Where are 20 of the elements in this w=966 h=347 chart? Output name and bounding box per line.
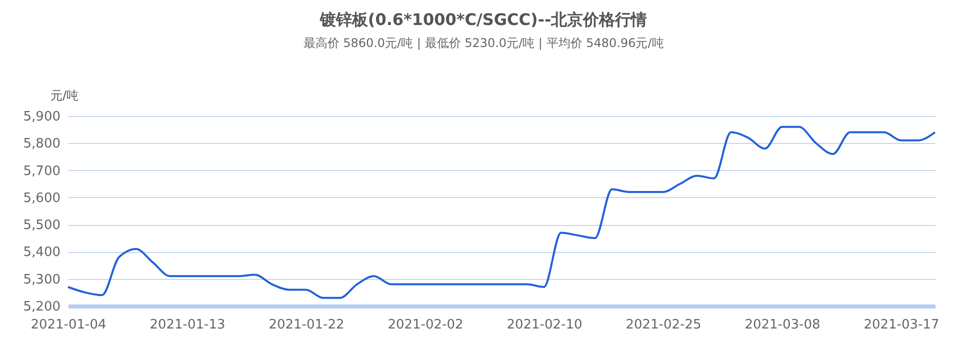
x-tick-label: 2021-02-10 — [506, 318, 582, 332]
chart-subtitle: 最高价 5860.0元/吨 | 最低价 5230.0元/吨 | 平均价 5480.96元/吨 — [303, 36, 664, 50]
x-tick-label: 2021-03-08 — [744, 318, 820, 332]
x-tick-label: 2021-02-02 — [388, 318, 464, 332]
y-tick-label: 5,600 — [23, 190, 60, 206]
x-tick-label: 2021-01-04 — [30, 318, 106, 332]
y-tick-label: 5,300 — [23, 272, 60, 288]
y-tick-label: 5,700 — [23, 164, 60, 179]
x-tick-label: 2021-02-25 — [626, 318, 702, 332]
x-tick-label: 2021-03-17 — [864, 318, 940, 332]
y-tick-label: 5,800 — [23, 136, 60, 152]
y-tick-label: 5,900 — [23, 110, 60, 124]
line-series — [67, 126, 936, 299]
y-tick-label: 5,200 — [23, 300, 60, 314]
y-axis-title: 元/吨 — [50, 88, 79, 102]
x-tick-label: 2021-01-22 — [268, 318, 344, 332]
chart-title: 镀锌板(0.6*1000*C/SGCC)--北京价格行情 — [318, 10, 648, 29]
x-tick-label: 2021-01-13 — [150, 318, 226, 332]
y-tick-label: 5,400 — [23, 245, 60, 260]
y-tick-label: 5,500 — [23, 218, 60, 234]
